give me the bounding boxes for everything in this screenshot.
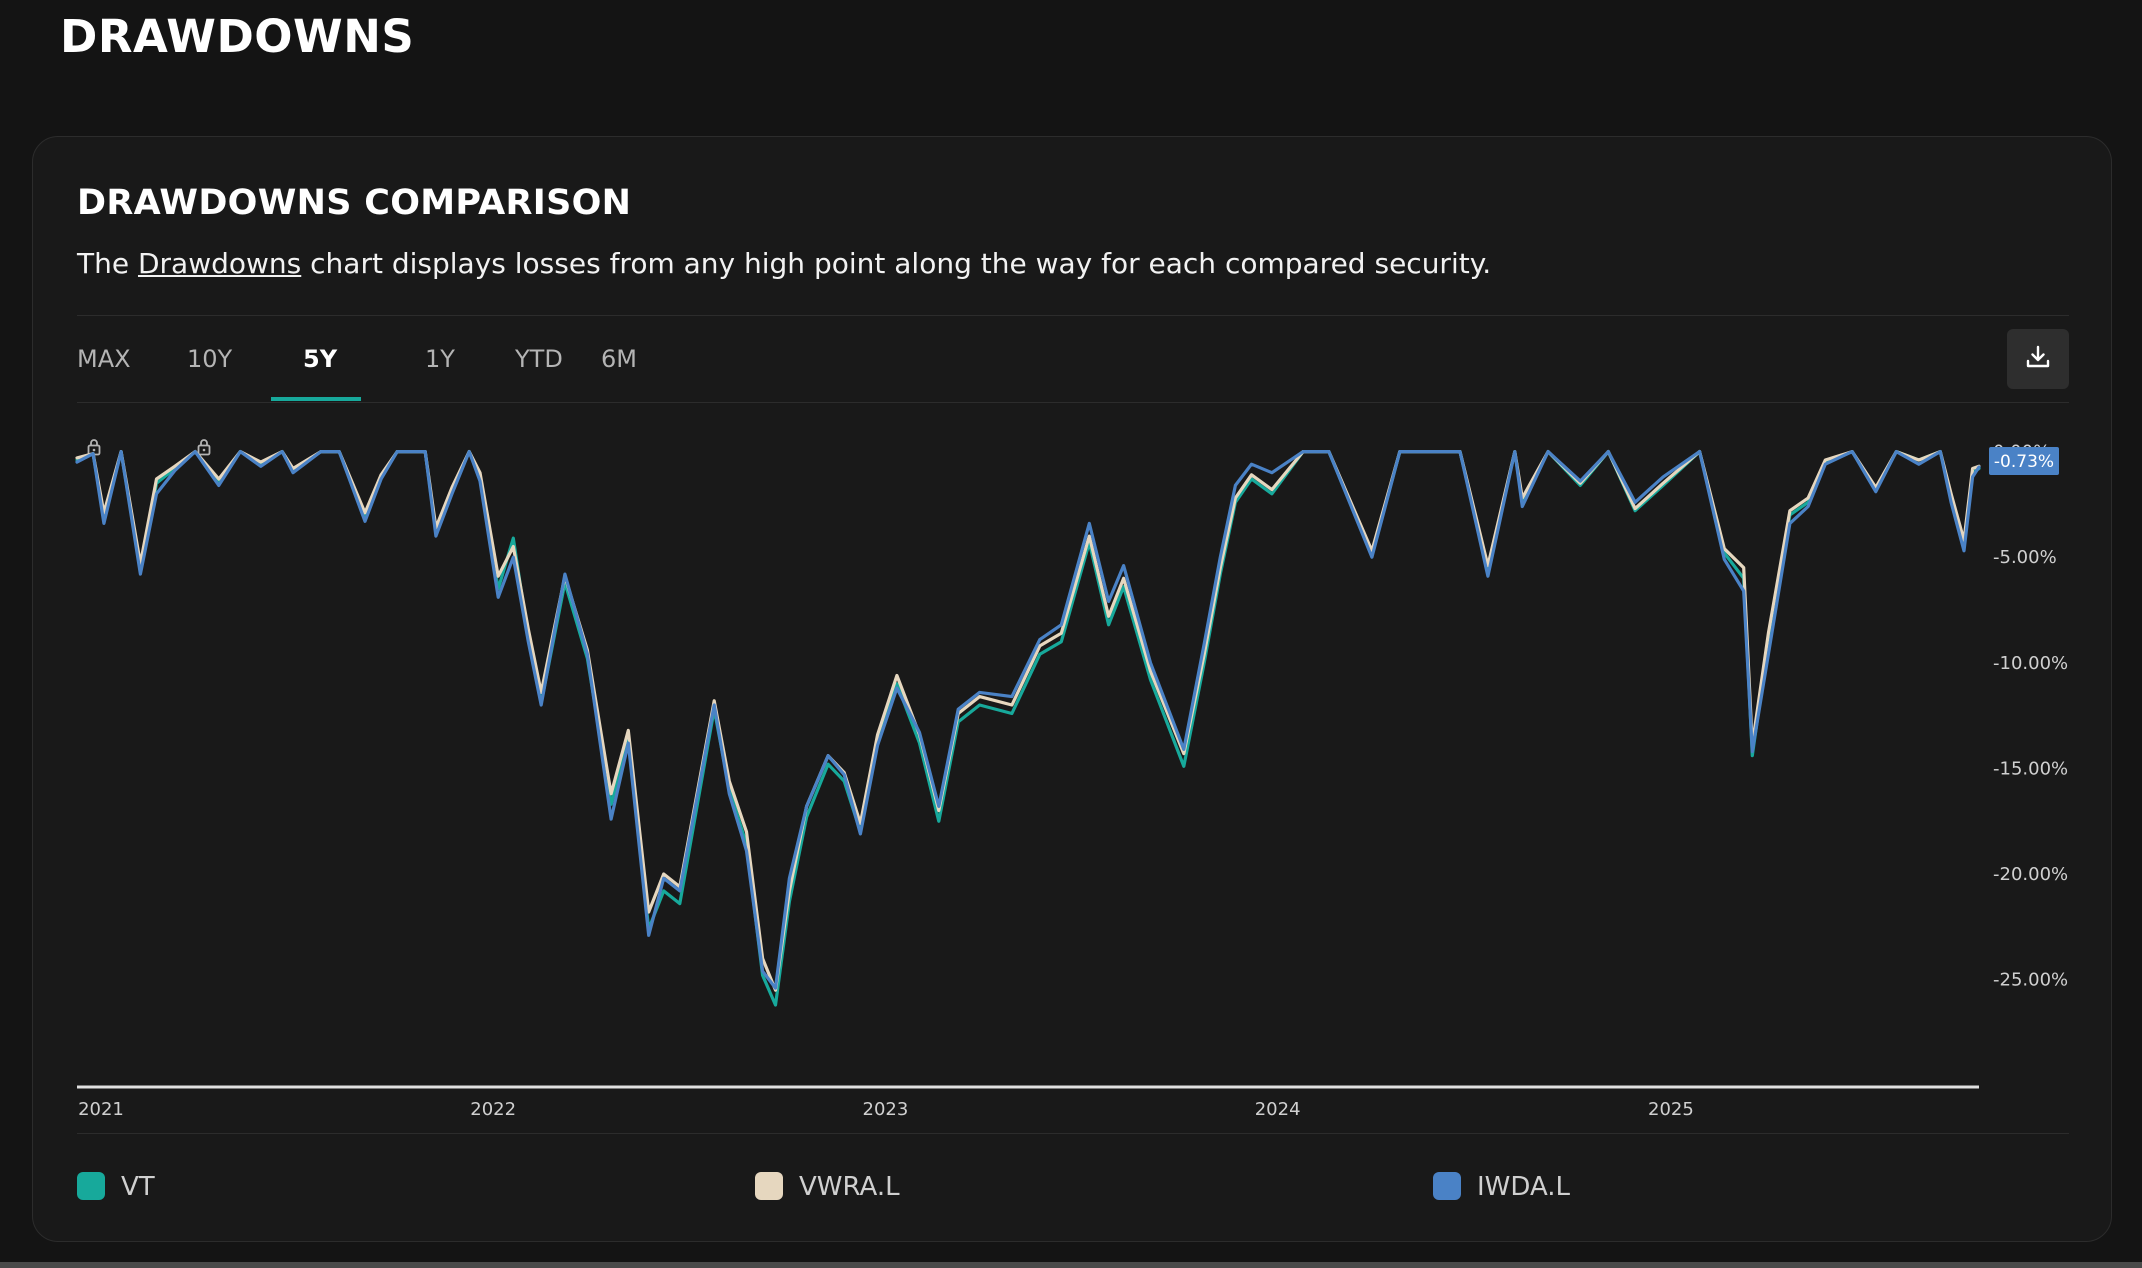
x-tick-label: 2021 — [78, 1099, 124, 1120]
download-button[interactable] — [2007, 329, 2069, 389]
tab-max[interactable]: MAX — [77, 315, 131, 456]
active-tab-indicator — [271, 397, 361, 401]
tab-1y[interactable]: 1Y — [425, 345, 455, 373]
tab-ytd[interactable]: YTD — [515, 345, 563, 373]
x-tick-label: 2022 — [470, 1099, 516, 1120]
lock-icon — [197, 404, 211, 492]
legend-label-iwda: IWDA.L — [1477, 1172, 1571, 1202]
divider-bottom — [77, 1133, 2069, 1134]
download-icon — [2024, 343, 2052, 375]
drawdowns-card: DRAWDOWNS COMPARISON The Drawdowns chart… — [32, 136, 2112, 1242]
legend-label-vt: VT — [121, 1172, 155, 1202]
legend-swatch-iwda — [1433, 1171, 1461, 1200]
tab-10y[interactable]: 10Y — [187, 315, 233, 456]
legend-item-iwda[interactable]: IWDA.L — [1433, 1167, 1570, 1207]
x-tick-label: 2025 — [1648, 1099, 1694, 1120]
current-value-label: -0.73% — [1994, 452, 2054, 472]
drawdowns-chart: 0.00%-5.00%-10.00%-15.00%-20.00%-25.00%2… — [75, 442, 2068, 1120]
y-tick-label: -10.00% — [1993, 653, 2068, 674]
y-tick-label: -25.00% — [1993, 970, 2068, 991]
tab-10y-label: 10Y — [187, 345, 233, 373]
card-title: DRAWDOWNS COMPARISON — [77, 183, 632, 223]
legend-swatch-vwra — [755, 1171, 783, 1200]
series-line-vt — [75, 450, 1981, 1007]
description-text-start: The — [77, 247, 138, 280]
tab-6m[interactable]: 6M — [601, 345, 637, 373]
legend-swatch-vt — [77, 1171, 105, 1200]
bottom-scrollbar — [0, 1262, 2142, 1268]
y-tick-label: -15.00% — [1993, 758, 2068, 779]
series-line-iwda — [75, 450, 1981, 990]
legend-item-vt[interactable]: VT — [77, 1167, 155, 1207]
series-line-vwra — [75, 450, 1981, 992]
current-value-badge — [1989, 446, 2059, 475]
legend-item-vwra[interactable]: VWRA.L — [755, 1167, 900, 1207]
drawdowns-link[interactable]: Drawdowns — [137, 247, 302, 280]
legend-label-vwra: VWRA.L — [799, 1172, 900, 1202]
x-tick-label: 2024 — [1255, 1099, 1301, 1120]
description-text-end: chart displays losses from any high poin… — [301, 247, 1492, 280]
card-description: The Drawdowns chart displays losses from… — [77, 247, 1491, 280]
tab-5y[interactable]: 5Y — [303, 345, 338, 373]
x-tick-label: 2023 — [863, 1099, 909, 1120]
tab-max-label: MAX — [77, 345, 131, 373]
y-tick-label: -5.00% — [1993, 547, 2057, 568]
page-title: DRAWDOWNS — [60, 10, 415, 63]
divider-tabs — [77, 402, 2069, 403]
y-tick-label: -20.00% — [1993, 864, 2068, 885]
divider-top — [77, 315, 2069, 316]
